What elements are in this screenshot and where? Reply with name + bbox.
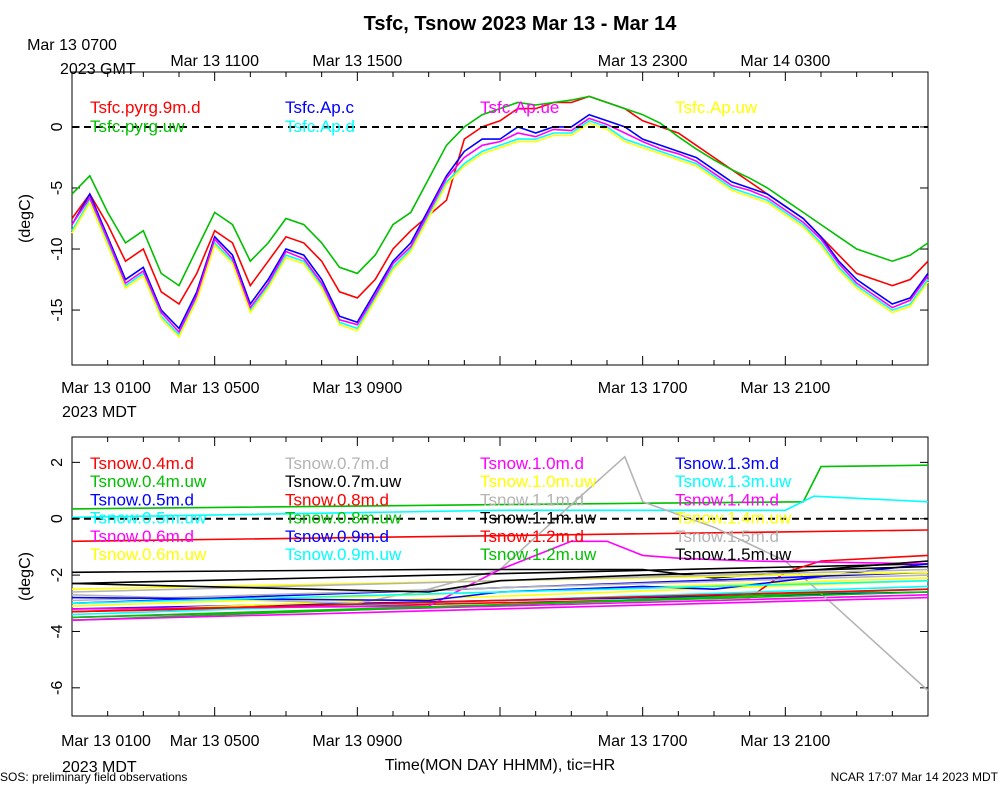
x-axis-label: Time(MON DAY HHMM), tic=HR (385, 757, 615, 774)
series-line (71, 95, 929, 287)
top-tick-label: Mar 13 0700 (27, 37, 117, 54)
mid-tick-label: Mar 13 2100 (740, 380, 830, 397)
legend-label: Tsnow.1.3m.uw (675, 472, 792, 491)
bottom-tick-label: Mar 13 2100 (740, 733, 830, 750)
series-line (71, 596, 929, 621)
legend-label: Tsfc.Ap.uw (675, 98, 758, 117)
mid-tick-label: Mar 13 0500 (170, 380, 260, 397)
series-line (71, 495, 929, 519)
legend-label: Tsfc.Ap.c (285, 98, 354, 117)
series-line (71, 574, 929, 602)
y-axis-label: (degC) (17, 194, 34, 243)
legend-label: Tsnow.0.6m.d (90, 527, 194, 546)
y-tick-label: -10 (49, 237, 66, 260)
series-line (71, 95, 929, 306)
y-tick-label: 2 (49, 458, 66, 467)
top-tick-label: Mar 13 1500 (312, 53, 402, 70)
legend-label: Tsnow.1.1m.uw (480, 509, 597, 528)
footer-right: NCAR 17:07 Mar 14 2023 MDT (831, 770, 999, 784)
legend-label: Tsnow.1.0m.d (480, 454, 584, 473)
bottom-tick-label: Mar 13 1700 (598, 733, 688, 750)
series-line (71, 122, 929, 339)
legend-label: Tsnow.0.5m.uw (90, 509, 207, 528)
legend-label: Tsfc.pyrg.9m.d (90, 98, 201, 117)
legend-label: Tsnow.1.1m.d (480, 490, 584, 509)
panel-tsnow: 20-2-4-6(degC)Tsnow.0.4m.dTsnow.0.4m.uwT… (17, 436, 929, 717)
mid-tick-label: Mar 13 0100 (61, 380, 151, 397)
series-line (71, 579, 929, 605)
series-line (71, 529, 929, 543)
legend-label: Tsnow.0.6m.uw (90, 545, 207, 564)
bottom-axis-year-label: 2023 MDT (62, 759, 137, 776)
series-line (71, 113, 929, 330)
series-line (71, 588, 929, 613)
legend-label: Tsnow.0.5m.d (90, 490, 194, 509)
y-tick-label: -15 (49, 298, 66, 321)
y-tick-label: -4 (49, 624, 66, 638)
legend-label: Tsnow.0.4m.d (90, 454, 194, 473)
mid-tick-label: Mar 13 0900 (312, 380, 402, 397)
series-line (71, 563, 929, 585)
legend-label: Tsnow.0.9m.d (285, 527, 389, 546)
legend-label: Tsnow.1.5m.uw (675, 545, 792, 564)
legend-label: Tsnow.1.0m.uw (480, 472, 597, 491)
legend-label: Tsnow.1.2m.uw (480, 545, 597, 564)
y-tick-label: -6 (49, 681, 66, 695)
y-axis-label: (degC) (17, 552, 34, 601)
chart-title: Tsfc, Tsnow 2023 Mar 13 - Mar 14 (364, 13, 678, 35)
series-line (71, 579, 929, 613)
legend-label: Tsfc.Ap.d (285, 117, 355, 136)
series-line (71, 565, 929, 593)
top-axis-year-label: 2023 GMT (60, 61, 136, 78)
legend-label: Tsnow.1.2m.d (480, 527, 584, 546)
series-line (71, 563, 929, 602)
y-tick-label: -2 (49, 568, 66, 582)
mid-axis-year-label: 2023 MDT (62, 404, 137, 421)
series-line (71, 119, 929, 336)
legend-label: Tsnow.0.7m.d (285, 454, 389, 473)
legend-label: Tsnow.1.4m.d (675, 490, 779, 509)
legend-label: Tsnow.0.7m.uw (285, 472, 402, 491)
panel-tsfc: 0 -5 -10 -15 (degC) Tsfc.pyrg.9m.dTsfc.pyrg.u… (17, 71, 929, 366)
series-line (71, 591, 929, 619)
legend-label: Tsnow.1.5m.d (675, 527, 779, 546)
bottom-tick-label: Mar 13 0500 (170, 733, 260, 750)
legend-label: Tsnow.0.8m.uw (285, 509, 402, 528)
footer-left: SOS: preliminary field observations (0, 770, 187, 784)
legend-label: Tsfc.pyrg.uw (90, 117, 185, 136)
top-tick-label: Mar 13 2300 (598, 53, 688, 70)
bottom-tick-label: Mar 13 0100 (61, 733, 151, 750)
mid-tick-label: Mar 13 1700 (598, 380, 688, 397)
y-tick-label: 0 (49, 122, 66, 131)
legend-label: Tsnow.0.8m.d (285, 490, 389, 509)
bottom-tick-label: Mar 13 0900 (312, 733, 402, 750)
legend-label: Tsnow.1.4m.uw (675, 509, 792, 528)
y-tick-label: -5 (49, 181, 66, 195)
legend-label: Tsnow.1.3m.d (675, 454, 779, 473)
y-tick-label: 0 (49, 514, 66, 523)
top-tick-label: Mar 13 1100 (170, 53, 259, 70)
legend-label: Tsnow.0.9m.uw (285, 545, 402, 564)
legend-label: Tsnow.0.4m.uw (90, 472, 207, 491)
series-line (71, 117, 929, 334)
top-tick-label: Mar 14 0300 (740, 53, 830, 70)
legend-label: Tsfc.Ap.ue (480, 98, 559, 117)
